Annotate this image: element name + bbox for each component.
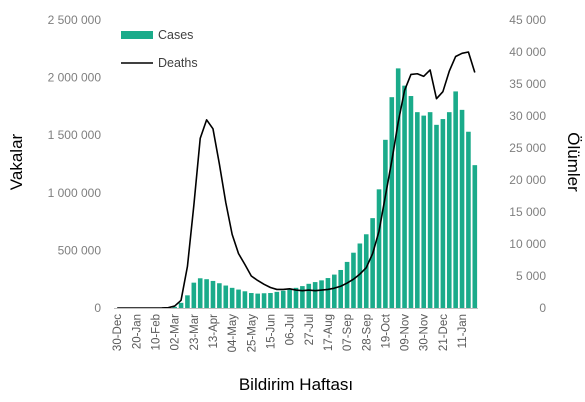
y-tick-label: 500 000 [58, 243, 102, 257]
cases-bar [287, 289, 292, 308]
y2-tick-label: 45 000 [509, 13, 546, 27]
x-tick-label: 06-Jul [285, 314, 297, 345]
cases-bar [370, 218, 375, 308]
cases-bar [395, 68, 401, 308]
x-tick-label: 15-Jun [265, 314, 277, 349]
y2-tick-label: 35 000 [509, 77, 546, 91]
deaths-line [117, 51, 476, 309]
y-tick-label: 0 [94, 301, 101, 315]
cases-bar [351, 252, 356, 308]
cases-bar [383, 139, 388, 308]
x-tick-label: 11-Jan [457, 314, 469, 348]
x-tick-label: 23-Mar [189, 314, 201, 351]
cases-bar [376, 189, 382, 308]
cases-bar [434, 124, 439, 308]
legend-cases-swatch [121, 31, 153, 39]
cases-bar [210, 280, 216, 308]
cases-bar [280, 290, 286, 308]
cases-bar [389, 97, 395, 309]
x-tick-label: 13-Apr [208, 314, 220, 349]
x-tick-label: 25-May [246, 314, 258, 353]
cases-bar [344, 261, 350, 308]
x-tick-label: 21-Dec [438, 314, 450, 351]
y2-tick-label: 25 000 [509, 141, 546, 155]
y2-tick-labels: 0 5 000 10 000 15 000 20 000 25 000 30 000 35 0… [509, 13, 546, 315]
y2-axis-title: Ölümler [564, 132, 583, 192]
cases-bar [293, 287, 299, 308]
cases-bar [402, 85, 407, 308]
x-tick-label: 19-Oct [380, 313, 392, 348]
cases-bar [306, 283, 312, 308]
cases-bar [453, 91, 458, 308]
y2-tick-label: 20 000 [509, 173, 546, 187]
y2-tick-label: 30 000 [509, 109, 546, 123]
cases-bar [459, 109, 465, 308]
x-tick-label: 27-Jul [304, 314, 316, 345]
x-tick-label: 30-Nov [419, 314, 431, 351]
cases-bar [261, 293, 267, 308]
cases-bar [363, 234, 369, 308]
x-tick-label: 10-Feb [151, 314, 163, 350]
cases-bar [472, 165, 478, 308]
cases-bar [408, 96, 414, 308]
deaths-line-group [117, 51, 476, 309]
cases-bar [332, 274, 337, 308]
cases-bar [242, 291, 248, 308]
cases-bar [440, 119, 446, 308]
y-tick-label: 1 500 000 [48, 128, 102, 142]
cases-bar [312, 282, 318, 308]
cases-bars [165, 68, 478, 309]
y-tick-label: 2 500 000 [48, 13, 102, 27]
cases-bar [178, 302, 184, 308]
y2-tick-label: 0 [539, 301, 546, 315]
x-tick-label: 20-Jan [131, 314, 143, 349]
cases-bar [185, 295, 190, 308]
x-tick-label: 02-Mar [170, 314, 182, 351]
cases-bar [191, 282, 197, 308]
cases-bar [249, 293, 254, 308]
x-axis-title: Bildirim Haftası [239, 375, 353, 394]
cases-bar [415, 112, 420, 308]
cases-bar [325, 278, 331, 308]
y-tick-labels: 0 500 000 1 000 000 1 500 000 2 000 000 2 500… [48, 13, 102, 315]
cases-bar [338, 269, 343, 308]
legend-cases-label: Cases [158, 28, 193, 42]
cases-bar [197, 278, 203, 308]
cases-bar [229, 287, 235, 308]
x-tick-label: 09-Nov [400, 314, 412, 351]
y-tick-label: 1 000 000 [48, 186, 102, 200]
cases-bar [204, 279, 209, 308]
cases-bar [236, 289, 241, 308]
x-tick-label: 17-Aug [323, 314, 335, 351]
y-tick-label: 2 000 000 [48, 71, 102, 85]
cases-bar [300, 286, 305, 308]
x-tick-labels: 30-Dec 20-Jan 10-Feb 02-Mar 23-Mar 13-Apr 04-M… [112, 313, 469, 352]
cases-bar [421, 115, 427, 309]
cases-bar [172, 306, 177, 308]
cases-bar [255, 293, 260, 308]
cases-bar [427, 112, 433, 308]
cases-bar [274, 291, 280, 308]
cases-bar [466, 131, 471, 308]
y2-tick-label: 5 000 [516, 269, 546, 283]
y2-tick-label: 40 000 [509, 45, 546, 59]
y2-tick-label: 15 000 [509, 205, 546, 219]
x-tick-label: 04-May [227, 314, 239, 353]
y2-tick-label: 10 000 [509, 237, 546, 251]
legend: Cases Deaths [121, 28, 198, 70]
cases-bar [223, 285, 229, 308]
cases-bar [217, 283, 222, 308]
x-tick-label: 07-Sep [342, 314, 354, 351]
cases-bar [319, 280, 324, 308]
legend-deaths-label: Deaths [158, 56, 198, 70]
x-tick-label: 28-Sep [361, 314, 373, 351]
cases-bar [357, 243, 363, 308]
cases-bar [446, 112, 452, 308]
cases-bar [268, 293, 273, 308]
x-tick-label: 30-Dec [112, 314, 124, 351]
y-axis-title: Vakalar [7, 133, 26, 190]
